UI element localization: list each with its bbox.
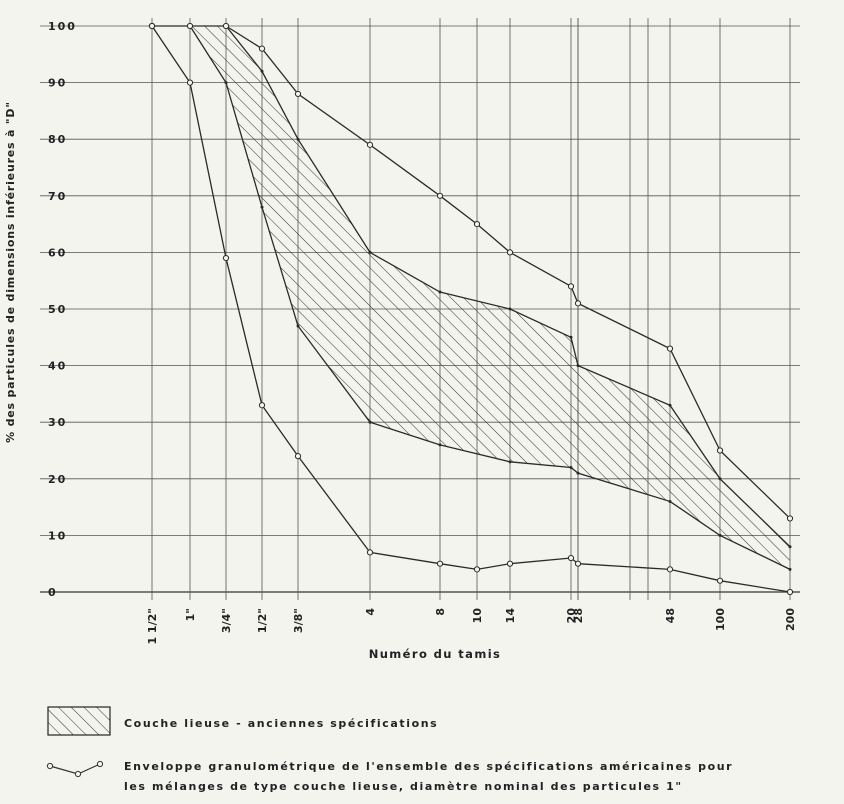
envelope-upper-point [567, 283, 575, 290]
envelope-upper-point [786, 515, 794, 522]
x-tick-label: 20 [565, 608, 578, 624]
envelope-lower-point [666, 566, 674, 573]
envelope-upper-point [258, 45, 266, 52]
x-tick-label: 100 [714, 608, 727, 631]
old-spec-upper-point [260, 69, 264, 73]
old-spec-lower-point [368, 420, 372, 424]
old-spec-lower-point [438, 443, 442, 447]
envelope-lower-point [506, 560, 514, 567]
envelope-upper-point [222, 22, 230, 30]
envelope-lower-line [151, 25, 791, 593]
envelope-upper-point [366, 141, 374, 148]
envelope-lower-point [786, 588, 794, 596]
envelope-upper-point [436, 192, 444, 199]
y-tick-labels: 0 10 20 30 40 50 60 70 80 90 100 [48, 20, 77, 599]
old-spec-lower-point [668, 499, 672, 503]
old-spec-lower-point [788, 567, 792, 571]
x-tick-label: 3/4" [220, 608, 233, 633]
y-tick-label: 100 [48, 20, 77, 33]
data-points [148, 22, 794, 596]
envelope-lower-point [222, 254, 230, 262]
y-tick-label: 50 [48, 303, 67, 316]
envelope-lower-point [294, 453, 302, 460]
envelope-upper-point [716, 447, 724, 454]
y-tick-label: 20 [48, 473, 67, 486]
y-axis-label: % des particules de dimensions inférieur… [4, 101, 17, 443]
old-spec-upper-point [718, 477, 722, 481]
y-tick-label: 40 [48, 360, 67, 373]
envelope-lower-point [716, 577, 724, 584]
envelope-upper-point [186, 22, 194, 30]
envelope-upper-point [294, 90, 302, 98]
envelope-lower-point [473, 566, 481, 573]
old-spec-upper-point [508, 307, 512, 311]
envelope-upper-point [666, 345, 674, 352]
old-spec-hatched-area [190, 26, 790, 570]
old-spec-upper-point [296, 137, 300, 141]
x-tick-label: 14 [504, 608, 517, 624]
old-spec-upper-point [576, 364, 580, 368]
y-tick-label: 10 [48, 529, 67, 542]
x-tick-label: 200 [784, 608, 797, 631]
x-tick-label: 1 1/2" [146, 608, 159, 645]
x-tick-label: 48 [664, 608, 677, 623]
y-tick-label: 90 [48, 77, 67, 90]
legend-line-symbol [46, 760, 104, 778]
envelope-lower-point [148, 22, 156, 30]
x-tick-label: 3/8" [292, 608, 305, 633]
old-spec-lower-point [508, 460, 512, 464]
old-spec-lower-point [718, 533, 722, 537]
y-tick-label: 80 [48, 133, 67, 146]
envelope-upper-point [473, 221, 481, 228]
legend-hatch-swatch [47, 706, 111, 736]
legend-hatched-label: Couche lieuse - anciennes spécifications [124, 717, 439, 730]
x-tick-label: 10 [471, 608, 484, 624]
old-spec-lower-point [260, 205, 264, 209]
y-tick-label: 30 [48, 416, 67, 429]
y-tick-label: 70 [48, 190, 67, 203]
envelope-upper-point [506, 249, 514, 256]
old-spec-upper-point [368, 250, 372, 254]
envelope-lower-point [186, 79, 194, 86]
x-tick-label: 4 [364, 608, 377, 616]
old-spec-upper-point [569, 335, 573, 339]
x-tick-label: 1" [184, 608, 197, 621]
envelope-upper-line [152, 25, 791, 519]
old-spec-upper-point [668, 403, 672, 407]
x-axis-label: Numéro du tamis [369, 647, 502, 661]
old-spec-lower-line [189, 25, 791, 570]
legend-line-label-2: les mélanges de type couche lieuse, diam… [124, 780, 683, 793]
y-tick-label: 60 [48, 246, 67, 259]
legend-line-label-1: Enveloppe granulométrique de l'ensemble … [124, 760, 734, 773]
old-spec-lower-point [569, 465, 573, 469]
old-spec-lower-point [224, 81, 228, 85]
x-tick-label: 1/2" [256, 608, 269, 633]
old-spec-lower-point [296, 324, 300, 328]
envelope-lower-point [258, 402, 266, 409]
old-spec-upper-point [788, 545, 792, 549]
envelope-lower-point [567, 554, 575, 562]
old-spec-area [190, 26, 790, 570]
envelope-lower-point [436, 560, 444, 567]
envelope-lower-point [574, 560, 582, 567]
x-tick-label: 28 [572, 608, 585, 623]
x-tick-label: 8 [434, 608, 447, 616]
y-tick-label: 0 [48, 586, 58, 599]
old-spec-upper-point [438, 290, 442, 294]
old-spec-lower-point [576, 471, 580, 475]
envelope-lower-point [366, 549, 374, 556]
envelope-upper-point [574, 300, 582, 307]
